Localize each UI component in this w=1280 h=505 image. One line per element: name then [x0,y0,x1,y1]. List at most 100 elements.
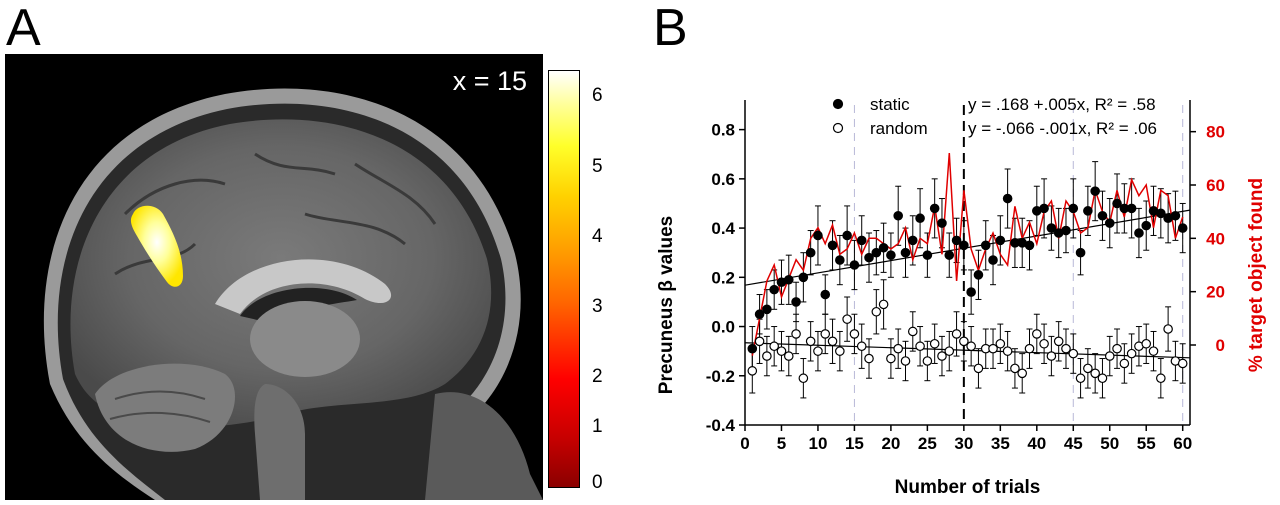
behavior-chart: -0.4 -0.2 0.0 0.2 0.4 0.6 0.8 0 5 10 15 20 25 30 35 40 4… [656,95,1267,498]
static-point [842,230,852,241]
static-point [1112,198,1122,209]
legend-marker-static [832,98,844,110]
y2-tick-label: 40 [1206,229,1225,248]
x-tick-label: 25 [918,434,937,453]
static-point [893,210,903,221]
y-tick-label: -0.2 [706,367,735,386]
static-point [791,297,801,307]
y2-axis-label: % target object found [1246,178,1267,372]
chart-legend: static y = .168 +.005x, R² = .58 random y =… [832,95,1157,138]
static-point [1104,218,1115,228]
cerebellum [95,363,235,452]
random-point [783,351,794,361]
random-point [1010,363,1020,374]
static-point [1046,223,1057,233]
static-point [1068,203,1079,214]
random-point [988,343,998,354]
static-point [1156,208,1166,219]
percent-found-series [751,152,1184,356]
random-point [1075,373,1086,384]
static-point [995,235,1006,246]
data-points [747,186,1188,384]
static-point [754,309,765,320]
y2-tick-label: 20 [1206,283,1225,302]
random-point [929,338,940,349]
random-point [864,353,874,364]
chart-axes: -0.4 -0.2 0.0 0.2 0.4 0.6 0.8 0 5 10 15 20 25 30 35 40 4… [706,100,1225,453]
x-tick-label: 50 [1100,434,1119,453]
random-point [754,336,765,347]
x-tick-label: 0 [740,434,749,453]
random-point [907,326,918,337]
static-point [900,247,911,258]
static-point [1024,240,1035,251]
colorbar-tick: 5 [592,156,603,177]
x-tick-label: 45 [1064,434,1083,453]
random-point [1002,346,1013,356]
legend-equation-static: y = .168 +.005x, R² = .58 [968,95,1156,114]
random-point [1097,373,1108,384]
static-point [871,247,882,258]
static-point [856,235,867,246]
activation-cluster [130,205,183,287]
static-point [937,218,947,228]
static-point [1134,228,1144,238]
random-point [886,353,896,364]
random-point [1032,329,1042,339]
static-point [886,250,896,260]
colorbar-gradient [548,70,580,488]
random-point [820,329,831,339]
y-axis-label: Precuneus β values [656,216,677,394]
colorbar-tick: 4 [592,226,603,247]
random-point [973,363,984,374]
random-point [878,299,889,310]
random-point [842,314,852,324]
y2-tick-label: 60 [1206,176,1225,195]
random-point [871,306,882,317]
random-point [995,338,1006,349]
dashed-guides [853,105,1184,425]
static-point [980,240,991,251]
static-point [973,270,984,280]
static-point [1075,247,1086,258]
y-tick-label: 0.8 [711,121,735,140]
random-point [805,336,816,347]
static-point [966,287,976,297]
random-point [944,346,955,356]
random-point [1104,351,1115,361]
random-point [1141,338,1152,349]
percent-found-line [751,152,1184,356]
random-point [1119,358,1130,369]
static-point [835,255,845,265]
legend-marker-random [832,122,844,134]
y-tick-label: 0.6 [711,170,735,189]
brainstem [254,384,305,500]
corpus-callosum [215,259,392,314]
y-tick-label: 0.0 [711,318,735,337]
random-point [1090,368,1100,379]
static-point [878,242,889,253]
random-point [1024,343,1035,354]
random-point [915,341,925,352]
legend-label-random: random [870,119,928,138]
x-tick-label: 20 [881,434,900,453]
random-point [1061,343,1071,354]
random-point [849,329,860,339]
thalamus [250,301,360,377]
random-point [966,341,976,352]
static-point [762,304,772,315]
random-point [1112,343,1122,354]
random-point [1156,373,1166,384]
static-point [951,235,962,246]
static-point [1170,210,1181,221]
static-point [1061,225,1071,236]
y2-tick-label: 0 [1216,336,1225,355]
static-point [820,289,831,300]
static-point [805,247,816,258]
random-point [1039,338,1049,349]
random-point [813,346,823,356]
static-point [1126,203,1137,214]
random-point [791,329,801,339]
static-point [1177,223,1188,233]
static-point [783,274,794,285]
